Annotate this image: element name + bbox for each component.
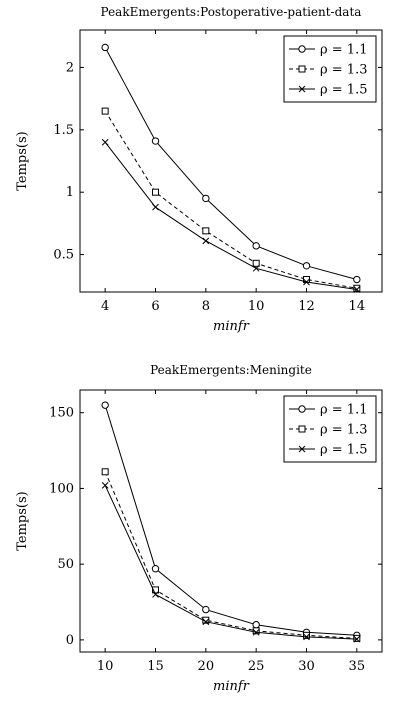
data-point	[252, 259, 260, 267]
chart-title: PeakEmergents:Postoperative-patient-data	[101, 5, 362, 19]
chart-title: PeakEmergents:Meningite	[150, 363, 312, 377]
data-point	[152, 591, 159, 598]
y-axis-label: Temps(s)	[15, 131, 30, 191]
series-line	[104, 485, 357, 640]
data-point	[353, 286, 361, 293]
x-tick-label: 10	[97, 659, 114, 674]
y-tick-label: 2	[66, 60, 74, 75]
chart-panel-1: PeakEmergents:Postoperative-patient-data…	[15, 5, 383, 334]
y-tick-label: 150	[49, 406, 74, 421]
legend-label: ρ = 1.5	[320, 83, 367, 98]
data-point	[202, 618, 210, 626]
legend-marker	[298, 65, 306, 73]
legend-label: ρ = 1.1	[320, 403, 367, 418]
series-2	[101, 107, 361, 292]
data-point	[252, 627, 260, 635]
x-tick-label: 20	[198, 659, 215, 674]
legend: ρ = 1.1 ρ = 1.3 ρ = 1.5	[283, 395, 377, 463]
data-point	[303, 278, 310, 286]
x-tick-label: 30	[298, 659, 315, 674]
data-point	[101, 107, 109, 115]
y-tick-label: 100	[49, 481, 74, 496]
x-tick-label: 15	[147, 659, 164, 674]
data-point	[101, 401, 109, 409]
data-point	[353, 284, 361, 292]
legend-entry: ρ = 1.1	[289, 403, 367, 418]
legend: ρ = 1.1 ρ = 1.3 ρ = 1.5	[283, 35, 377, 103]
legend-marker	[298, 425, 306, 433]
data-point	[353, 635, 361, 643]
data-point	[252, 628, 260, 636]
series-3	[101, 482, 361, 643]
x-axis-label: minfr	[213, 679, 250, 694]
x-tick-label: 12	[298, 299, 315, 314]
data-point	[101, 468, 109, 476]
data-point	[202, 194, 210, 203]
x-tick-label: 25	[248, 659, 265, 674]
series-line	[104, 141, 357, 290]
legend-entry: ρ = 1.5	[289, 443, 367, 458]
data-point	[353, 275, 361, 284]
data-point	[202, 227, 210, 235]
x-tick-label: 4	[101, 299, 109, 314]
legend-marker	[298, 85, 306, 93]
x-tick-label: 6	[151, 299, 159, 314]
y-tick-label: 1.5	[53, 123, 74, 138]
legend-entry: ρ = 1.3	[289, 63, 367, 78]
data-point	[252, 621, 260, 629]
data-point	[151, 565, 160, 573]
legend-entry: ρ = 1.5	[289, 83, 367, 98]
data-point	[152, 188, 159, 196]
legend-marker	[298, 445, 306, 453]
series-line	[104, 404, 357, 636]
data-point	[101, 43, 109, 52]
legend-marker	[298, 45, 306, 53]
y-tick-label: 0	[66, 633, 74, 648]
legend-label: ρ = 1.3	[320, 423, 367, 438]
y-tick-label: 1	[66, 185, 74, 200]
x-axis-label: minfr	[213, 319, 250, 334]
x-tick-label: 10	[248, 299, 265, 314]
data-point	[303, 631, 310, 639]
chart-panel-2: PeakEmergents:Meningite 10 15 20 25 30 35 0 50 10…	[15, 363, 383, 694]
legend-label: ρ = 1.3	[320, 63, 367, 78]
legend-label: ρ = 1.5	[320, 443, 367, 458]
data-point	[252, 242, 260, 250]
series-line	[104, 471, 357, 639]
x-tick-label: 14	[349, 299, 366, 314]
legend-entry: ρ = 1.3	[289, 423, 367, 438]
x-tick-label: 8	[202, 299, 210, 314]
y-tick-label: 0.5	[53, 248, 74, 263]
data-point	[303, 633, 310, 641]
series-line	[104, 47, 357, 280]
x-tick-label: 35	[349, 659, 366, 674]
y-axis-label: Temps(s)	[15, 491, 30, 551]
series-2	[101, 468, 361, 642]
data-point	[353, 634, 361, 642]
legend-label: ρ = 1.1	[320, 43, 367, 58]
plot-frame	[79, 389, 383, 653]
data-point	[101, 138, 109, 146]
data-point	[152, 203, 159, 211]
data-point	[152, 586, 159, 594]
data-point	[252, 264, 260, 272]
data-point	[202, 237, 210, 245]
series-1	[101, 43, 361, 284]
data-point	[202, 605, 210, 614]
series-line	[104, 110, 357, 289]
y-tick-label: 50	[57, 557, 74, 572]
legend-marker	[298, 405, 306, 413]
legend-entry: ρ = 1.1	[289, 43, 367, 58]
data-point	[151, 137, 160, 145]
series-3	[101, 138, 361, 293]
data-point	[302, 262, 311, 270]
data-point	[101, 482, 109, 489]
plot-frame	[79, 29, 383, 293]
